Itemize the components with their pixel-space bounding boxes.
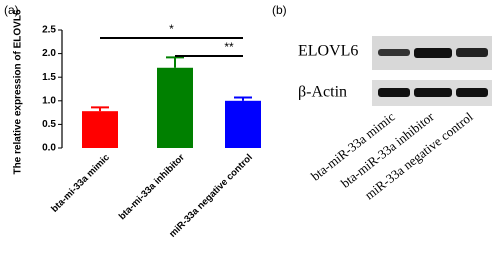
panel-label: (b): [272, 3, 287, 17]
y-tick-label: 1.0: [42, 95, 56, 106]
band: [456, 88, 488, 97]
blot-row-label: ELOVL6: [298, 43, 358, 60]
panel-label: (a): [4, 3, 19, 17]
y-tick-label: 2.5: [42, 25, 56, 36]
significance-label: **: [224, 40, 234, 54]
blot-row-label: β-Actin: [298, 84, 347, 101]
y-tick-label: 1.5: [42, 72, 56, 83]
band: [414, 48, 452, 58]
blot: [372, 36, 492, 106]
y-axis-label: The relative expression of ELOVL6: [13, 9, 24, 174]
significance-label: *: [169, 22, 174, 36]
y-tick-label: 0.0: [42, 143, 56, 154]
y-tick-label: 2.0: [42, 48, 56, 59]
bar: [157, 67, 193, 148]
x-tick-label: bta-mi-33a inhibitor: [117, 152, 187, 222]
y-tick-label: 0.5: [42, 119, 56, 130]
band: [414, 88, 452, 97]
bar: [225, 100, 261, 148]
band: [456, 48, 488, 57]
x-tick-label: bta-mi-33a mimic: [49, 152, 112, 215]
band: [378, 49, 410, 56]
bar: [82, 111, 118, 148]
band: [378, 88, 410, 97]
